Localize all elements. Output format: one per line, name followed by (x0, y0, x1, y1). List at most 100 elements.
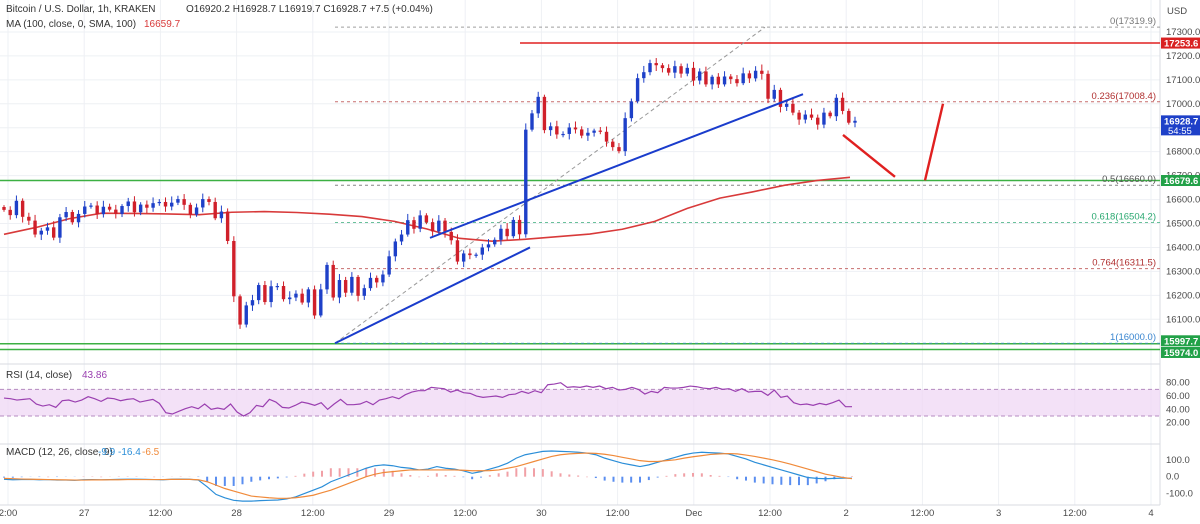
candle-body (735, 79, 739, 84)
macd-histogram-bar (206, 476, 209, 482)
x-tick-label: Dec (685, 508, 702, 519)
price-tag-text: 15997.7 (1164, 336, 1198, 347)
macd-histogram-bar (453, 475, 456, 477)
price-tag-text: 15974.0 (1164, 348, 1198, 359)
candle-body (76, 213, 81, 223)
candle-body (698, 71, 702, 81)
projection-up (923, 103, 945, 181)
x-tick-label: 28 (231, 508, 242, 519)
candle-body (281, 286, 286, 300)
macd-histogram-bar (365, 468, 368, 477)
candle-body (312, 289, 317, 316)
rsi-label: RSI (14, close) (6, 370, 72, 381)
candle-body (548, 126, 553, 131)
trendline-1 (334, 246, 531, 345)
x-tick-label: 12:00 (301, 508, 325, 519)
candle-body (555, 126, 559, 135)
macd-value: -9.9 (98, 447, 116, 458)
candle-body (89, 205, 93, 207)
candle-body (381, 274, 385, 283)
candle-body (753, 70, 758, 79)
candle-body (399, 234, 404, 242)
fib-label-0.618: 0.618(16504.2) (1092, 212, 1156, 223)
macd-axis-label: 100.0 (1166, 455, 1190, 466)
candle-body (486, 244, 491, 248)
macd-histogram-bar (709, 475, 712, 477)
candle-body (393, 241, 398, 257)
y-tick-label: 16600.0 (1166, 195, 1200, 206)
macd-histogram-bar (815, 476, 818, 484)
candle-body (275, 286, 280, 288)
macd-histogram-bar (798, 476, 800, 486)
candle-body (232, 240, 236, 297)
candle-body (356, 276, 360, 296)
candle-body (331, 264, 335, 298)
macd-histogram-bar (3, 476, 5, 478)
macd-histogram-bar (665, 475, 668, 477)
macd-histogram-bar (100, 476, 103, 478)
candle-body (145, 204, 149, 208)
candle-body (834, 97, 839, 117)
fib-label-0.236: 0.236(17008.4) (1092, 91, 1156, 102)
macd-histogram-bar (524, 467, 527, 477)
candle-body (710, 76, 714, 85)
candle-body (530, 113, 534, 130)
candle-body (219, 211, 224, 219)
trendlines (334, 93, 804, 345)
price-tag-text: 17253.6 (1164, 39, 1198, 50)
candle-body (188, 204, 193, 215)
candle-body (455, 240, 460, 262)
x-tick-label: 27 (79, 508, 90, 519)
candle-body (170, 202, 174, 207)
chart-grid (0, 0, 1161, 506)
rsi-line (3, 382, 852, 417)
macd-histogram-bar (603, 476, 606, 481)
macd-histogram-bar (780, 476, 783, 485)
macd-histogram-bar (497, 473, 500, 477)
macd-histogram-bar (550, 471, 553, 477)
horizontal-levels (0, 42, 1160, 351)
candle-body (33, 220, 37, 235)
candle-body (418, 215, 422, 229)
candle-body (660, 65, 665, 69)
rsi-axis-label: 60.00 (1166, 391, 1190, 402)
signal-line (3, 452, 853, 499)
macd-histogram-bar (462, 476, 465, 478)
candle-body (201, 199, 205, 208)
y-tick-label: 16400.0 (1166, 242, 1200, 253)
fib-label-1: 1(16000.0) (1110, 332, 1156, 343)
macd-axis-label: -100.0 (1166, 489, 1193, 500)
y-tick-label: 16300.0 (1166, 266, 1200, 277)
candle-body (666, 68, 671, 73)
candle-body (132, 201, 137, 213)
ma-value: 16659.7 (144, 19, 181, 30)
macd-histogram-bar (232, 476, 235, 486)
candle-body (424, 215, 429, 223)
price-tag-text: 16679.6 (1164, 176, 1198, 187)
candle-body (586, 132, 590, 136)
candle-body (517, 219, 522, 235)
macd-histogram-bar (329, 468, 332, 477)
macd-histogram-bar (409, 475, 412, 477)
x-tick-label: 2:00 (0, 508, 17, 519)
candle-body (163, 201, 168, 207)
candle-body (343, 280, 348, 293)
candle-body (809, 114, 814, 118)
macd-histogram-bar (506, 471, 509, 477)
y-tick-label: 16100.0 (1166, 314, 1200, 325)
candle-body (95, 205, 99, 215)
candle-body (213, 201, 217, 219)
candle-body (443, 220, 447, 232)
candle-body (138, 204, 143, 213)
x-tick-label: 4 (1148, 508, 1153, 519)
candle-body (468, 253, 472, 256)
price-tag-red (1161, 37, 1200, 49)
y-tick-label: 17100.0 (1166, 75, 1200, 86)
candle-body (306, 289, 311, 303)
macd-histogram-bar (250, 476, 253, 482)
macd-histogram-bar (400, 473, 403, 477)
candle-body (598, 130, 603, 132)
macd-histogram-bar (559, 473, 562, 477)
signal-value: -6.5 (142, 447, 160, 458)
